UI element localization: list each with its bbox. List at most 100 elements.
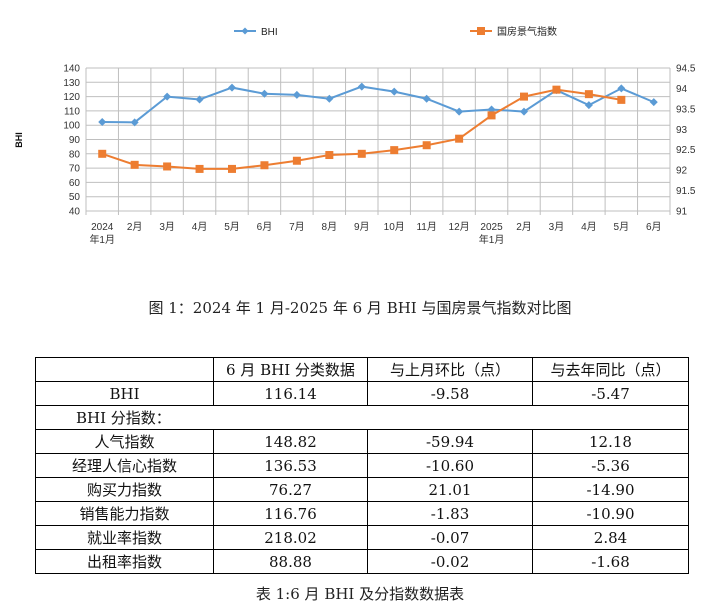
data-point [163, 92, 172, 101]
column-header: 与去年同比（点） [532, 357, 689, 382]
data-point [325, 151, 334, 160]
y-tick-label: 50 [69, 192, 81, 203]
table-cell: 12.18 [532, 429, 689, 454]
x-tick-label: 年1月 [89, 233, 115, 246]
data-point [487, 111, 496, 120]
row-label: 出租率指数 [35, 549, 214, 574]
y2-tick-label: 93 [676, 125, 688, 136]
table-header-row: 6 月 BHI 分类数据 与上月环比（点） 与去年同比（点） [35, 357, 689, 382]
legend-label: 国房景气指数 [497, 25, 557, 38]
table-cell: -0.07 [367, 525, 533, 550]
row-label: 经理人信心指数 [35, 453, 214, 478]
data-point [195, 95, 204, 104]
table-cell: 21.01 [367, 477, 533, 502]
y2-tick-label: 94 [676, 84, 688, 95]
data-point [357, 149, 366, 158]
table-row: 购买力指数 76.27 21.01 -14.90 [35, 477, 689, 502]
x-tick-label: 2月 [516, 221, 532, 233]
y-tick-label: 80 [69, 149, 81, 160]
table-row: 出租率指数 88.88 -0.02 -1.68 [35, 549, 689, 574]
data-point [163, 162, 172, 171]
column-header [35, 357, 214, 382]
y2-tick-label: 93.5 [676, 104, 696, 115]
table-cell: 148.82 [213, 429, 368, 454]
data-point [195, 164, 204, 173]
legend-label: BHI [261, 27, 278, 38]
table-row: 人气指数 148.82 -59.94 12.18 [35, 429, 689, 454]
row-label: BHI [35, 381, 214, 406]
x-tick-label: 4月 [581, 221, 597, 233]
y-tick-label: 70 [69, 164, 81, 175]
x-tick-label: 2月 [127, 221, 143, 233]
data-point [584, 90, 593, 99]
y2-tick-label: 91.5 [676, 186, 696, 197]
table-cell: -10.60 [367, 453, 533, 478]
y2-tick-label: 94.5 [676, 64, 696, 75]
x-tick-label: 6月 [257, 221, 273, 233]
data-point [228, 83, 236, 92]
x-tick-label: 3月 [549, 221, 565, 233]
table-cell: -1.83 [367, 501, 533, 526]
series-line-0 [102, 85, 655, 124]
table-cell: -14.90 [532, 477, 689, 502]
x-tick-label: 5月 [224, 221, 240, 233]
data-point [455, 107, 464, 116]
data-table: 6 月 BHI 分类数据 与上月环比（点） 与去年同比（点） BHI 116.14 -9.… [35, 357, 689, 574]
data-point [130, 160, 139, 169]
y2-tick-label: 92 [676, 166, 688, 177]
x-tick-label: 9月 [354, 221, 370, 233]
x-tick-label: 7月 [289, 221, 305, 233]
y-tick-label: 120 [63, 92, 80, 103]
table-cell: 218.02 [213, 525, 368, 550]
table-cell: -59.94 [367, 429, 533, 454]
figure-caption: 图 1：2024 年 1 月-2025 年 6 月 BHI 与国房景气指数对比图 [148, 299, 572, 317]
data-point [98, 149, 107, 158]
table-cell: 2.84 [532, 525, 689, 550]
data-point [520, 107, 528, 116]
table-cell: -10.90 [532, 501, 689, 526]
row-label: BHI 分指数： [35, 405, 689, 430]
table-row: 就业率指数 218.02 -0.07 2.84 [35, 525, 689, 550]
data-point [260, 89, 269, 98]
data-point [390, 146, 399, 155]
x-tick-label: 3月 [159, 221, 175, 233]
line-chart: 40 50 60 70 80 90 100 110 120 130 140 91 91.5 92 92.5 9… [14, 25, 696, 246]
data-point [130, 118, 139, 127]
column-header: 6 月 BHI 分类数据 [213, 357, 368, 382]
x-tick-label: 6月 [646, 221, 662, 233]
y-tick-label: 40 [69, 207, 81, 218]
y2-tick-label: 92.5 [676, 145, 696, 156]
x-tick-label: 年1月 [479, 233, 505, 246]
table-cell: 116.14 [213, 381, 368, 406]
column-header: 与上月环比（点） [367, 357, 533, 382]
row-label: 人气指数 [35, 429, 214, 454]
data-point [584, 101, 593, 110]
data-point [98, 118, 107, 127]
table-cell: -0.02 [367, 549, 533, 574]
row-label: 就业率指数 [35, 525, 214, 550]
data-point [649, 98, 658, 107]
row-label: 销售能力指数 [35, 501, 214, 526]
x-tick-label: 5月 [614, 221, 630, 233]
table-cell: 76.27 [213, 477, 368, 502]
table-row: BHI 116.14 -9.58 -5.47 [35, 381, 689, 406]
table-cell: -5.36 [532, 453, 689, 478]
legend-marker [477, 27, 485, 35]
y-tick-label: 110 [64, 106, 80, 117]
legend-marker [241, 27, 249, 35]
table-row: 销售能力指数 116.76 -1.83 -10.90 [35, 501, 689, 526]
data-point [325, 94, 334, 103]
table-caption: 表 1:6 月 BHI 及分指数数据表 [255, 585, 465, 603]
table-cell: 116.76 [213, 501, 368, 526]
data-point [292, 90, 301, 99]
table-cell: -5.47 [532, 381, 689, 406]
data-point [617, 84, 626, 93]
y-axis-label: BHI [14, 132, 24, 148]
table-cell: -1.68 [532, 549, 689, 574]
y-tick-label: 130 [63, 78, 80, 89]
data-point [422, 141, 431, 150]
data-point [422, 94, 431, 103]
x-tick-label: 2025 [480, 222, 503, 233]
row-label: 购买力指数 [35, 477, 214, 502]
y-tick-label: 140 [63, 64, 80, 75]
